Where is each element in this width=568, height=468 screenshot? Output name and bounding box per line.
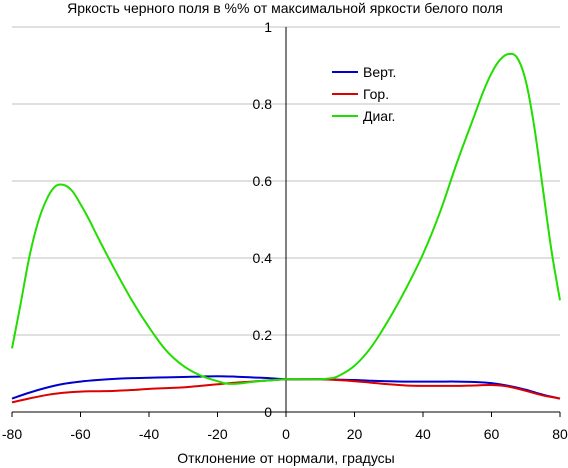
x-tick-label: 20 — [347, 426, 363, 442]
x-tick-label: 0 — [282, 426, 290, 442]
y-tick-label: 0.6 — [253, 173, 273, 189]
axes — [11, 27, 561, 417]
y-tick-label: 0 — [264, 404, 272, 420]
x-tick-label: -60 — [70, 426, 90, 442]
legend-label: Гор. — [363, 86, 389, 102]
y-tick-label: 0.8 — [253, 96, 273, 112]
chart-title: Яркость черного поля в %% от максимально… — [67, 0, 503, 16]
x-tick-label: -20 — [207, 426, 227, 442]
series-lines — [11, 52, 561, 404]
y-tick-label: 0.4 — [253, 250, 273, 266]
y-tick-label: 0.2 — [253, 327, 273, 343]
legend: Верт. Гор. Диаг. — [332, 64, 396, 124]
x-tick-label: 80 — [552, 426, 568, 442]
legend-label: Диаг. — [363, 108, 395, 124]
legend-label: Верт. — [363, 64, 396, 80]
x-tick-label: 40 — [415, 426, 431, 442]
tick-labels: 0 0.2 0.4 0.6 0.8 1 -80 -60 -40 -20 0 20 40 60 80 — [2, 19, 568, 442]
series-line-3 — [11, 52, 561, 385]
x-tick-label: 60 — [484, 426, 500, 442]
x-axis-label: Отклонение от нормали, градусы — [177, 450, 394, 466]
x-tick-label: -80 — [2, 426, 22, 442]
y-tick-label: 1 — [264, 19, 272, 35]
x-tick-label: -40 — [139, 426, 159, 442]
